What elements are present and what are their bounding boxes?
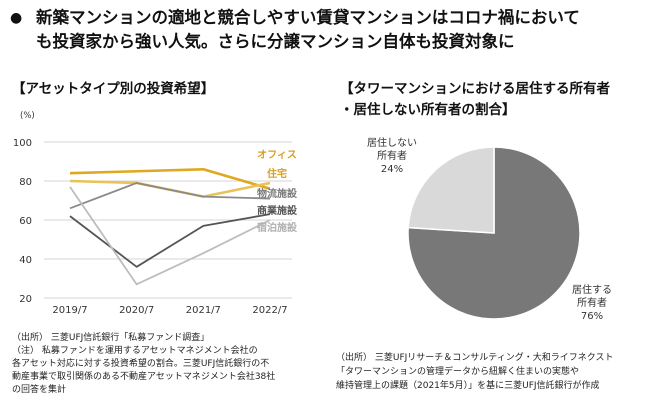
headline: ● 新築マンションの適地と競合しやすい賃貸マンションはコロナ禍において も投資家… bbox=[10, 6, 640, 54]
pie-label-line-1: 居住しない bbox=[367, 136, 417, 149]
y-tick-label: 60 bbox=[19, 216, 32, 227]
pie-label-line-1: 居住する bbox=[572, 283, 612, 296]
headline-line-1: 新築マンションの適地と競合しやすい賃貸マンションはコロナ禍において bbox=[36, 8, 580, 27]
right-note-3: 維持管理上の課題（2021年5月）」を基に三菱UFJ信託銀行が作成 bbox=[336, 381, 600, 391]
right-note-1: （出所） 三菱UFJリサーチ＆コンサルティング・大和ライフネクスト bbox=[336, 353, 614, 363]
pie-label-line-2: 所有者 bbox=[377, 149, 407, 162]
right-note-2: 「タワーマンションの管理データから紐解く住まいの実態や bbox=[336, 367, 580, 377]
y-tick-label: 100 bbox=[13, 138, 32, 149]
x-tick-label: 2019/7 bbox=[52, 305, 87, 316]
y-tick-label: 40 bbox=[19, 255, 32, 266]
x-tick-label: 2022/7 bbox=[252, 305, 287, 316]
series-line bbox=[69, 179, 271, 198]
pie-slice bbox=[407, 146, 495, 234]
x-tick-label: 2021/7 bbox=[186, 305, 221, 316]
left-note-5: の回答を集計 bbox=[12, 385, 67, 395]
y-tick-label: 20 bbox=[19, 294, 32, 305]
left-note-4: 動産事業で取引関係のある不動産アセットマネジメント会社38社 bbox=[12, 372, 276, 382]
left-note-2: （注） 私募ファンドを運用するアセットマネジメント会社の bbox=[12, 346, 258, 356]
line-chart-title: 【アセットタイプ別の投資希望】 bbox=[12, 81, 215, 97]
pie-label-line-2: 所有者 bbox=[577, 296, 607, 309]
series-line bbox=[69, 213, 271, 268]
series-label: オフィス bbox=[257, 149, 297, 161]
left-note-1: （出所） 三菱UFJ信託銀行「私募ファンド調査」 bbox=[12, 333, 210, 343]
series-label: 物流施設 bbox=[257, 187, 298, 200]
line-chart: (%) 20 40 60 80 100 2019/7 2020/7 2021/7 2022/7 オフ… bbox=[13, 111, 298, 316]
pie-value-label: 24% bbox=[381, 164, 403, 175]
y-unit-label: (%) bbox=[20, 111, 35, 121]
pie-chart-title-line-1: 【タワーマンションにおける居住する所有者 bbox=[340, 81, 610, 97]
series-label: 宿泊施設 bbox=[257, 221, 298, 234]
bullet-icon: ● bbox=[10, 10, 23, 26]
series-label: 商業施設 bbox=[257, 204, 298, 217]
series-line bbox=[69, 182, 271, 210]
pie-chart-title-line-2: ・居住しない所有者の割合】 bbox=[340, 102, 516, 118]
left-note-3: 各アセット対応に対する投資希望の割合。三菱UFJ信託銀行の不 bbox=[12, 359, 270, 369]
series-label: 住宅 bbox=[267, 167, 287, 180]
x-tick-label: 2020/7 bbox=[119, 305, 154, 316]
y-tick-label: 80 bbox=[19, 177, 32, 188]
headline-line-2: も投資家から強い人気。さらに分譲マンション自体も投資対象に bbox=[36, 32, 515, 51]
series-line bbox=[69, 168, 271, 191]
pie-value-label: 76% bbox=[581, 311, 603, 322]
series-line bbox=[69, 186, 271, 286]
